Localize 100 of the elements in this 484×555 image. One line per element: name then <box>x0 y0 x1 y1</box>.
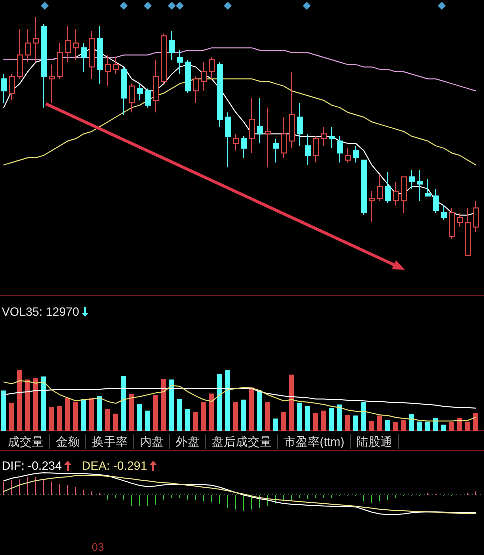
candlestick <box>113 57 119 75</box>
candlestick <box>241 136 247 159</box>
bar <box>354 416 358 431</box>
candlestick <box>169 30 175 61</box>
bar <box>370 421 374 431</box>
bar <box>314 413 318 431</box>
candlestick <box>449 208 455 240</box>
candlestick <box>345 148 351 164</box>
candlestick <box>409 169 415 190</box>
candlestick <box>49 64 55 104</box>
bar <box>18 370 22 431</box>
candlestick <box>193 76 199 104</box>
candlestick <box>473 200 479 233</box>
bar <box>122 376 126 431</box>
candlestick <box>297 102 303 147</box>
candlestick <box>105 54 111 87</box>
bar <box>322 410 326 431</box>
bar <box>106 409 110 431</box>
annotation: DIF: -0.234 <box>2 459 62 473</box>
candlestick <box>225 112 231 168</box>
bar <box>306 406 310 431</box>
candlestick <box>369 190 375 224</box>
candlestick <box>457 212 463 228</box>
bar <box>194 412 198 431</box>
candlestick <box>337 136 343 164</box>
candlestick <box>233 134 239 152</box>
candlestick <box>25 28 31 63</box>
candlestick <box>145 88 151 108</box>
candlestick <box>393 181 399 206</box>
bar <box>458 418 462 431</box>
text: 陆股通 <box>356 435 393 449</box>
bar <box>234 402 238 431</box>
text: 市盈率(ttm) <box>284 435 345 449</box>
candlestick <box>9 74 15 102</box>
bar <box>138 404 142 431</box>
candlestick <box>65 26 71 63</box>
candlestick <box>153 60 159 114</box>
candlestick <box>81 42 87 72</box>
candlestick <box>377 174 383 202</box>
bar <box>98 396 102 431</box>
bar <box>226 370 230 431</box>
bar <box>162 379 166 431</box>
candlestick <box>209 57 215 80</box>
bar <box>434 418 438 431</box>
bar <box>90 398 94 431</box>
candlestick <box>433 188 439 214</box>
bar <box>42 376 46 431</box>
candlestick <box>425 179 431 197</box>
chart-title: VOL35: 12970 <box>2 305 80 319</box>
bar <box>290 374 294 431</box>
bar <box>338 404 342 431</box>
bar <box>74 402 78 431</box>
bar <box>250 388 254 431</box>
candlestick <box>441 205 447 221</box>
candlestick <box>33 16 39 63</box>
candlestick <box>137 83 143 102</box>
candlestick <box>177 50 183 75</box>
bar <box>442 424 446 431</box>
bar <box>386 420 390 431</box>
bar <box>362 402 366 431</box>
bar <box>130 394 134 431</box>
text: 换手率 <box>92 435 128 449</box>
candlestick <box>265 107 271 168</box>
bar <box>82 399 86 431</box>
candlestick <box>329 126 335 149</box>
bar <box>346 415 350 431</box>
bar <box>26 380 30 431</box>
bar <box>146 410 150 431</box>
candlestick <box>129 83 135 114</box>
text: 金额 <box>56 435 80 449</box>
annotation: DEA: -0.291 <box>82 459 148 473</box>
bar <box>258 390 262 431</box>
candlestick <box>257 98 263 144</box>
bar <box>66 398 70 431</box>
bar <box>474 413 478 431</box>
candlestick <box>281 116 287 159</box>
bar <box>410 414 414 431</box>
text: 成交量 <box>8 435 44 449</box>
bar <box>218 374 222 431</box>
candlestick <box>417 169 423 202</box>
bar <box>426 422 430 431</box>
text: 外盘 <box>176 435 200 449</box>
bar <box>266 402 270 431</box>
bar <box>242 400 246 431</box>
bar <box>58 406 62 431</box>
candlestick <box>1 74 7 104</box>
bar <box>466 422 470 431</box>
bar <box>2 390 6 431</box>
candlestick <box>401 176 407 214</box>
bar <box>298 402 302 431</box>
bar <box>50 407 54 431</box>
bar <box>202 402 206 431</box>
candlestick <box>57 42 63 80</box>
bar <box>274 418 278 431</box>
candlestick <box>321 126 327 147</box>
text: 盘后成交量 <box>212 435 272 449</box>
bar <box>114 414 118 431</box>
candlestick <box>201 62 207 92</box>
bar <box>330 408 334 431</box>
candlestick <box>17 28 23 80</box>
